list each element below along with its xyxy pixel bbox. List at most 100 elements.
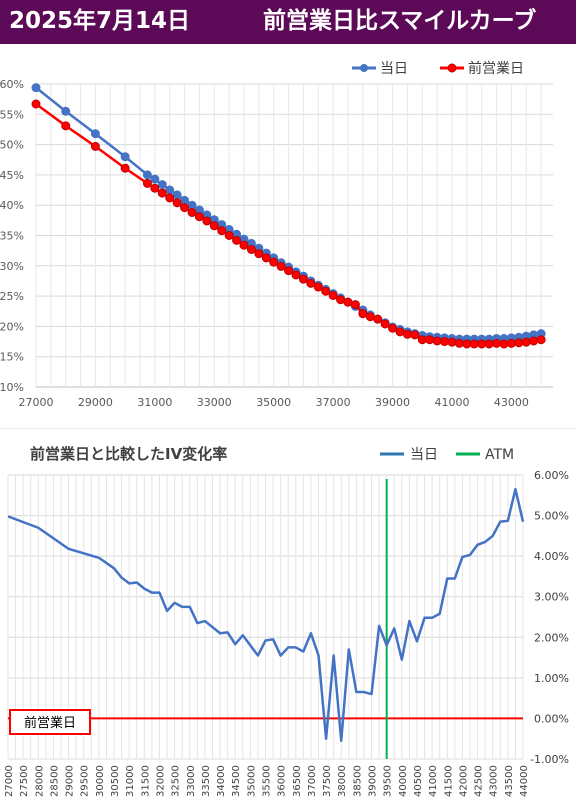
data-point-prev [165,193,175,203]
baseline-label-frame [9,709,91,735]
data-point-prev [321,286,331,296]
y-tick-label: 2.00% [534,631,569,644]
x-tick-label: 27500 [19,765,30,797]
data-point-prev [180,203,190,213]
data-point-prev [142,178,152,188]
chart2-series [7,479,525,759]
x-tick-label: 43500 [504,765,515,797]
chart2-legend: 当日 ATM [380,447,514,463]
data-point-prev [261,253,271,263]
data-point-prev [313,282,323,292]
y-tick-label: 1.00% [534,672,569,685]
chart1-y-tick-labels: 10% 15% 20% 25% 30% 35% 40% 45% 50% 55% 60% [0,78,24,394]
x-tick-label: 40500 [413,765,424,797]
data-point-prev [343,297,353,307]
y-tick-label: 50% [0,139,24,152]
data-point-prev [232,235,242,245]
x-tick-label: 34000 [216,765,227,797]
data-point-prev [395,327,405,337]
x-tick-label: 35000 [256,396,291,409]
legend-today-label: 当日 [380,61,408,77]
data-point-prev [506,338,516,348]
x-tick-label: 39500 [383,765,394,797]
data-point-prev [328,290,338,300]
legend-prev-label: 前営業日 [468,60,524,77]
data-point-prev [31,99,41,109]
data-point-today [90,129,100,139]
x-tick-label: 39000 [375,396,410,409]
data-point-prev [373,314,383,324]
x-tick-label: 38000 [337,765,348,797]
y-tick-label: 30% [0,260,24,273]
y-tick-label: 15% [0,351,24,364]
y-tick-label: 6.00% [534,469,569,482]
chart2-title: 前営業日と比較したIV変化率 [30,445,227,463]
x-tick-label: 37000 [316,396,351,409]
x-tick-label: 37500 [322,765,333,797]
data-point-prev [202,216,212,226]
data-point-prev [469,339,479,349]
data-point-prev [90,141,100,151]
data-point-prev [425,335,435,345]
data-point-prev [209,221,219,231]
y-tick-label: 35% [0,230,24,243]
x-tick-label: 37000 [307,765,318,797]
chart2-y-tick-labels: -1.00% 0.00% 1.00% 2.00% 3.00% 4.00% 5.00% 6.00… [530,469,569,766]
data-point-prev [254,249,264,259]
x-tick-label: 29000 [65,765,76,797]
data-point-prev [447,337,457,347]
data-point-prev [410,330,420,340]
y-tick-label: 5.00% [534,510,569,523]
x-tick-label: 30500 [110,765,121,797]
data-point-today [165,185,175,195]
legend-atm-label: ATM [485,447,514,463]
header-title: 前営業日比スマイルカーブ [263,8,537,34]
x-tick-label: 41500 [443,765,454,797]
data-point-prev [492,338,502,348]
x-tick-label: 43000 [494,396,529,409]
data-point-prev [224,231,234,240]
legend-prev-marker [447,63,457,73]
data-point-prev [536,335,546,345]
data-point-today [31,83,41,93]
data-point-prev [239,240,249,250]
data-point-today [150,174,160,184]
legend-today-label-2: 当日 [410,447,438,463]
data-point-prev [402,329,412,339]
x-tick-label: 35000 [246,765,257,797]
baseline-label-box: 前営業日 [9,709,91,735]
y-tick-label: 3.00% [534,591,569,604]
y-tick-label: 4.00% [534,550,569,563]
data-point-prev [365,312,375,322]
data-point-prev [358,309,368,319]
data-point-prev [514,338,524,348]
header-date: 2025年7月14日 [9,8,191,34]
y-tick-label: -1.00% [530,753,569,766]
y-tick-label: 45% [0,169,24,182]
x-tick-label: 31500 [140,765,151,797]
data-point-prev [172,198,182,208]
smile-curve-chart: 10%15%20%25%30%35%40%45%50%55%60% 27000 2… [0,60,553,409]
chart1-x-tick-labels: 27000 29000 31000 33000 35000 37000 39000 41000… [19,396,529,409]
x-tick-label: 32500 [171,765,182,797]
x-tick-label: 34500 [231,765,242,797]
y-tick-label: 0.00% [534,712,569,725]
x-tick-label: 36000 [277,765,288,797]
data-point-prev [417,335,427,345]
data-point-prev [477,339,487,349]
y-tick-label: 60% [0,78,24,91]
data-point-prev [120,163,130,173]
y-tick-label: 25% [0,290,24,303]
x-tick-label: 28000 [34,765,45,797]
data-point-prev [454,338,464,348]
x-tick-label: 39000 [368,765,379,797]
data-point-prev [246,244,256,254]
data-point-prev [350,300,360,310]
x-tick-label: 41000 [428,765,439,797]
chart1-legend: 当日 前営業日 [352,60,524,77]
chart1-series [31,83,546,349]
x-tick-label: 27000 [4,765,15,797]
x-tick-label: 38500 [352,765,363,797]
legend-today-marker [360,64,368,72]
baseline-label: 前営業日 [24,715,76,731]
